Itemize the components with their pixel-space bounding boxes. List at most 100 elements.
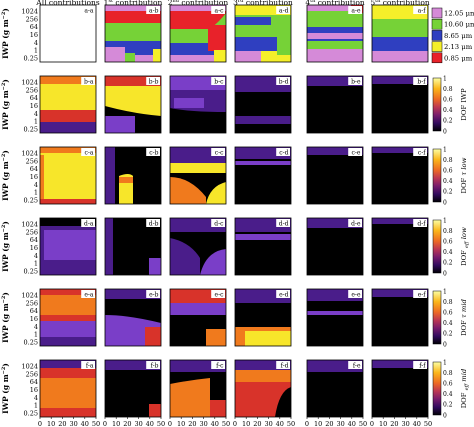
colorbar-tick-label: 0.6: [443, 381, 453, 388]
x-tick-label: 10: [242, 420, 250, 427]
panel-frame: [371, 359, 429, 418]
y-axis-label: IWP (g m−2): [1, 363, 10, 414]
panel-tag: b-d: [279, 78, 289, 85]
x-tick-label: 10: [177, 420, 185, 427]
heatmap-region: [245, 331, 291, 346]
heatmap-region: [170, 163, 226, 173]
colorbar-label: DOF eff mid: [460, 368, 470, 408]
colorbar-tick-label: 0.4: [443, 249, 453, 256]
x-tick-label: 50: [424, 420, 432, 427]
colorbar-label: DOF τ low: [460, 157, 468, 193]
x-tick-label: 10: [379, 420, 387, 427]
heatmap-panel: b-b: [104, 75, 162, 134]
heatmap-region: [170, 108, 226, 133]
panel-tag-box: [211, 148, 225, 156]
x-tick-label: 40: [146, 420, 154, 427]
panel-tag: d-b: [149, 220, 159, 227]
x-tick-label: 30: [264, 420, 272, 427]
x-tick-label: 50: [92, 420, 100, 427]
colorbar-tick-label: 0: [443, 412, 447, 419]
heatmap-region: [372, 37, 428, 51]
y-tick-label: 64: [30, 23, 38, 31]
panel-tag: b-c: [214, 78, 224, 85]
legend-swatch: [431, 52, 443, 64]
y-tick-label: 256: [26, 86, 38, 94]
y-tick-label: 256: [26, 15, 38, 23]
heatmap-region: [307, 76, 363, 86]
column-title: 1st contribution: [104, 0, 163, 7]
y-tick-label: 1024: [21, 150, 38, 158]
heatmap-region: [105, 47, 125, 62]
x-tick-label: 40: [348, 420, 356, 427]
legend-swatch: [431, 7, 443, 19]
panel-tag-box: [413, 6, 427, 14]
panel-tag-box: [81, 361, 95, 369]
panel-tag: a-f: [418, 7, 427, 14]
heatmap-panel: b-d: [234, 75, 292, 134]
heatmap-region: [149, 404, 161, 417]
colorbar-tick-label: 0: [443, 128, 447, 135]
panel-frame: [104, 217, 162, 276]
column-title: 5th contribution: [370, 0, 430, 7]
y-tick-label: 256: [26, 157, 38, 165]
panel-frame: [371, 288, 429, 347]
x-tick-label: 0: [305, 420, 309, 427]
colorbar-tick-label: 0: [443, 270, 447, 277]
colorbar-tick-label: 0.2: [443, 260, 453, 267]
panel-tag: b-e: [351, 78, 361, 85]
colorbar-tick-label: 0.4: [443, 107, 453, 114]
heatmap-region: [200, 249, 226, 275]
x-tick-label: 50: [359, 420, 367, 427]
legend-swatch: [431, 18, 443, 30]
panel-tag-box: [276, 290, 290, 298]
heatmap-panel: b-f: [371, 75, 429, 134]
heatmap-region: [40, 337, 96, 346]
y-tick-label: 4: [34, 39, 38, 47]
heatmap-region: [145, 327, 161, 346]
x-tick-label: 10: [314, 420, 322, 427]
heatmap-region: [235, 360, 291, 370]
legend-label: 8.65 μm: [444, 32, 473, 40]
heatmap-region: [40, 360, 96, 368]
heatmap-panel: d-b: [104, 217, 162, 276]
y-tick-label: 1: [34, 331, 38, 339]
colorbar-tick-label: 1: [443, 146, 447, 153]
heatmap-region: [372, 147, 428, 153]
panel-tag: a-a: [84, 7, 94, 14]
panel-frame: [371, 146, 429, 205]
colorbar-tick-label: 0.8: [443, 370, 453, 377]
y-tick-label: 4: [34, 323, 38, 331]
panel-tag-box: [348, 77, 362, 85]
x-tick-label: 20: [58, 420, 66, 427]
panel-tag: f-b: [151, 362, 159, 369]
colorbar-tick-label: 0.4: [443, 391, 453, 398]
heatmap-region: [206, 329, 226, 346]
y-tick-label: 64: [30, 378, 38, 386]
panel-tag-box: [348, 361, 362, 369]
heatmap-panel: f-f: [371, 359, 429, 418]
heatmap-region: [40, 199, 96, 204]
panel-frame: [306, 359, 364, 418]
heatmap-region: [275, 387, 291, 417]
colorbar-tick-label: 0.6: [443, 239, 453, 246]
heatmap-region: [170, 378, 210, 417]
heatmap-region: [105, 289, 161, 299]
y-tick-label: 1024: [21, 221, 38, 229]
heatmap-panel: c-d: [234, 146, 292, 205]
heatmap-panel: d-a: [39, 217, 97, 276]
x-tick-label: 20: [188, 420, 196, 427]
x-tick-label: 40: [211, 420, 219, 427]
x-tick-label: 50: [287, 420, 295, 427]
heatmap-panel: f-d: [234, 359, 292, 418]
panel-frame: [104, 4, 162, 63]
panel-frame: [169, 146, 227, 205]
panel-tag: e-c: [215, 291, 225, 298]
panel-frame: [306, 146, 364, 205]
panel-tag-box: [276, 219, 290, 227]
y-axis-label: IWP (g m−2): [1, 79, 10, 130]
heatmap-region: [40, 295, 96, 315]
heatmap-region: [235, 161, 291, 165]
panel-tag: a-e: [351, 7, 361, 14]
heatmap-panel: a-c: [169, 4, 227, 63]
